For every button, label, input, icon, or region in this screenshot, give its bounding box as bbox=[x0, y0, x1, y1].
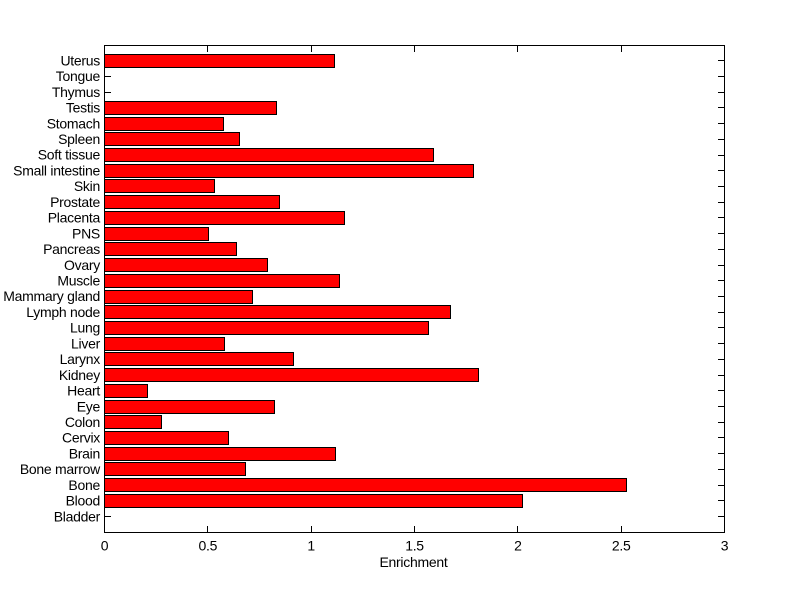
svg-text:0: 0 bbox=[101, 537, 109, 553]
svg-text:Placenta: Placenta bbox=[48, 210, 101, 226]
svg-text:Heart: Heart bbox=[67, 383, 100, 399]
svg-text:Testis: Testis bbox=[66, 100, 100, 116]
svg-text:Stomach: Stomach bbox=[47, 115, 100, 131]
svg-text:Thymus: Thymus bbox=[52, 84, 100, 100]
svg-text:Eye: Eye bbox=[77, 398, 101, 414]
svg-text:Bone marrow: Bone marrow bbox=[20, 461, 101, 477]
svg-text:Enrichment: Enrichment bbox=[379, 554, 447, 570]
svg-text:3: 3 bbox=[721, 537, 729, 553]
svg-text:Larynx: Larynx bbox=[60, 351, 101, 367]
svg-text:Blood: Blood bbox=[66, 493, 100, 509]
svg-text:Prostate: Prostate bbox=[50, 194, 100, 210]
svg-text:Brain: Brain bbox=[69, 445, 100, 461]
svg-text:Soft tissue: Soft tissue bbox=[38, 147, 101, 163]
svg-text:1: 1 bbox=[307, 537, 315, 553]
svg-text:Cervix: Cervix bbox=[62, 430, 100, 446]
svg-text:Colon: Colon bbox=[65, 414, 100, 430]
svg-text:Small intestine: Small intestine bbox=[13, 162, 100, 178]
svg-text:Ovary: Ovary bbox=[64, 257, 100, 273]
svg-text:Bladder: Bladder bbox=[54, 508, 101, 524]
svg-text:Skin: Skin bbox=[74, 178, 100, 194]
svg-text:Tongue: Tongue bbox=[56, 68, 101, 84]
svg-text:Muscle: Muscle bbox=[57, 272, 100, 288]
svg-text:Lymph node: Lymph node bbox=[26, 304, 100, 320]
svg-text:Spleen: Spleen bbox=[58, 131, 100, 147]
svg-text:Kidney: Kidney bbox=[59, 367, 100, 383]
svg-text:2: 2 bbox=[514, 537, 522, 553]
svg-text:Bone: Bone bbox=[68, 477, 100, 493]
svg-text:Uterus: Uterus bbox=[60, 52, 100, 68]
svg-text:1.5: 1.5 bbox=[405, 537, 424, 553]
svg-text:Pancreas: Pancreas bbox=[43, 241, 100, 257]
svg-text:Lung: Lung bbox=[70, 320, 100, 336]
svg-text:0.5: 0.5 bbox=[199, 537, 218, 553]
svg-text:Liver: Liver bbox=[71, 335, 101, 351]
svg-text:2.5: 2.5 bbox=[612, 537, 631, 553]
svg-text:Mammary gland: Mammary gland bbox=[3, 288, 100, 304]
svg-text:PNS: PNS bbox=[72, 225, 100, 241]
